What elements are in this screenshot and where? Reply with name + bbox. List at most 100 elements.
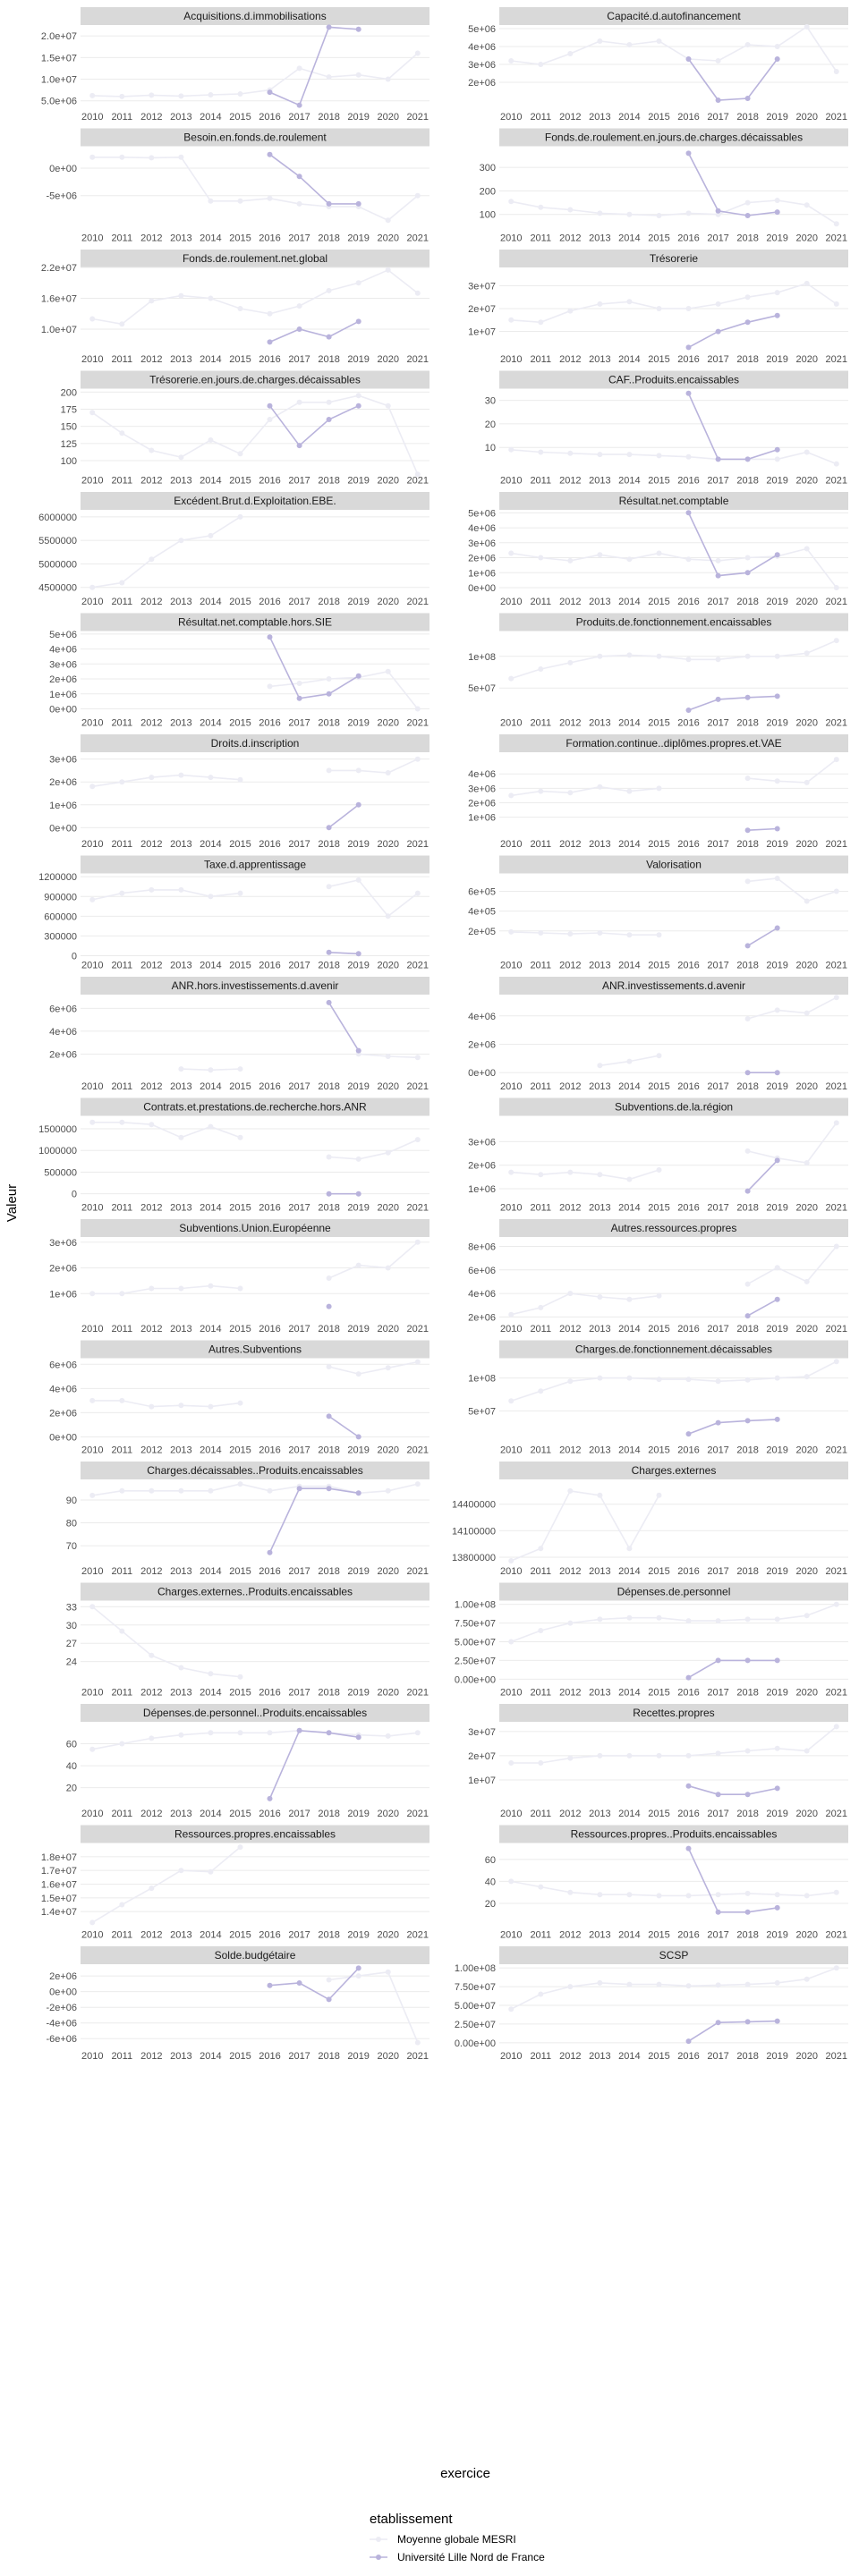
series-ulnf bbox=[267, 318, 361, 345]
facet-panel: CAF..Produits.encaissables 10 20 30 2010 2011… bbox=[485, 370, 848, 487]
data-point-mesri bbox=[89, 1492, 96, 1498]
x-tick-label: 2011 bbox=[111, 1324, 132, 1335]
data-point-mesri bbox=[715, 1618, 721, 1624]
x-tick-label: 2013 bbox=[170, 718, 191, 729]
y-tick-label: 500000 bbox=[44, 1167, 77, 1178]
x-tick-label: 2011 bbox=[111, 354, 132, 365]
x-tick-label: 2014 bbox=[618, 354, 640, 365]
y-tick-label: 3e+06 bbox=[468, 784, 496, 794]
data-point-mesri bbox=[355, 393, 361, 399]
x-tick-label: 2012 bbox=[140, 961, 162, 971]
data-point-mesri bbox=[89, 896, 96, 902]
data-point-ulnf bbox=[774, 1157, 780, 1164]
x-tick-label: 2019 bbox=[766, 1930, 787, 1941]
y-tick-label: 125 bbox=[61, 439, 77, 450]
facet-strip-title: Solde.budgétaire bbox=[215, 1949, 296, 1962]
x-tick-label: 2015 bbox=[229, 1081, 251, 1092]
x-tick-label: 2018 bbox=[736, 1081, 758, 1092]
x-tick-label: 2017 bbox=[288, 597, 310, 607]
y-tick-label: 0 bbox=[72, 952, 77, 962]
data-point-mesri bbox=[833, 221, 839, 227]
data-point-mesri bbox=[89, 1291, 96, 1297]
data-point-ulnf bbox=[355, 673, 361, 679]
series-line-ulnf bbox=[687, 393, 778, 461]
y-tick-label: 10 bbox=[485, 443, 496, 453]
x-tick-label: 2010 bbox=[81, 718, 103, 729]
series-mesri bbox=[89, 1359, 421, 1410]
y-tick-label: 3e+06 bbox=[468, 60, 496, 71]
data-point-mesri bbox=[804, 24, 810, 30]
x-tick-label: 2019 bbox=[347, 1930, 369, 1941]
data-point-mesri bbox=[656, 1053, 662, 1059]
x-tick-label: 2021 bbox=[407, 1566, 429, 1577]
data-point-mesri bbox=[178, 93, 184, 99]
x-tick-label: 2011 bbox=[111, 233, 132, 244]
x-tick-label: 2013 bbox=[170, 597, 191, 607]
data-point-mesri bbox=[267, 683, 273, 690]
x-tick-label: 2016 bbox=[677, 1930, 699, 1941]
x-tick-label: 2017 bbox=[707, 354, 728, 365]
facet-strip-title: Taxe.d.apprentissage bbox=[204, 859, 306, 871]
data-point-mesri bbox=[508, 446, 515, 453]
series-ulnf bbox=[685, 390, 780, 462]
x-tick-label: 2019 bbox=[347, 1081, 369, 1092]
facet-strip bbox=[499, 1462, 848, 1479]
x-tick-label: 2015 bbox=[648, 233, 669, 244]
data-point-mesri bbox=[385, 770, 391, 775]
x-tick-label: 2011 bbox=[111, 961, 132, 971]
series-line-mesri bbox=[747, 1122, 838, 1164]
facet-strip-title: Ressources.propres..Produits.encaissable… bbox=[571, 1828, 778, 1841]
x-tick-label: 2020 bbox=[377, 1324, 398, 1335]
x-tick-label: 2017 bbox=[707, 961, 728, 971]
x-tick-label: 2019 bbox=[766, 112, 787, 123]
x-tick-label: 2019 bbox=[347, 233, 369, 244]
data-point-mesri bbox=[508, 2006, 515, 2012]
y-tick-label: 5e+06 bbox=[468, 508, 496, 519]
x-tick-label: 2015 bbox=[648, 2051, 669, 2062]
series-line-ulnf bbox=[688, 314, 778, 349]
data-point-mesri bbox=[567, 1487, 574, 1494]
x-tick-label: 2010 bbox=[81, 1809, 103, 1819]
x-tick-label: 2021 bbox=[826, 839, 847, 850]
x-tick-label: 2018 bbox=[736, 112, 758, 123]
data-point-mesri bbox=[744, 1748, 751, 1754]
x-tick-label: 2020 bbox=[377, 1203, 398, 1214]
series-line-mesri bbox=[328, 758, 419, 774]
x-tick-label: 2010 bbox=[81, 233, 103, 244]
x-tick-label: 2019 bbox=[347, 1203, 369, 1214]
x-tick-label: 2014 bbox=[618, 112, 640, 123]
data-point-mesri bbox=[414, 706, 421, 712]
x-tick-label: 2012 bbox=[559, 233, 581, 244]
data-point-ulnf bbox=[685, 150, 692, 157]
x-tick-label: 2011 bbox=[111, 1203, 132, 1214]
data-point-mesri bbox=[597, 1616, 603, 1623]
series-mesri bbox=[508, 446, 839, 467]
data-point-mesri bbox=[237, 1481, 243, 1487]
x-tick-label: 2014 bbox=[618, 1688, 640, 1699]
data-point-mesri bbox=[656, 38, 662, 44]
facet-strip-title: Valorisation bbox=[646, 859, 702, 871]
x-tick-label: 2020 bbox=[377, 2051, 398, 2062]
data-point-mesri bbox=[149, 1652, 155, 1658]
x-tick-label: 2019 bbox=[347, 1566, 369, 1577]
x-tick-label: 2014 bbox=[618, 1809, 640, 1819]
y-tick-label: 2e+06 bbox=[49, 1971, 77, 1982]
x-tick-label: 2018 bbox=[736, 354, 758, 365]
x-tick-label: 2015 bbox=[229, 1809, 251, 1819]
facet-strip-title: Dépenses.de.personnel..Produits.encaissa… bbox=[143, 1707, 367, 1719]
series-line-mesri bbox=[91, 394, 419, 475]
x-tick-label: 2016 bbox=[259, 1566, 280, 1577]
data-point-mesri bbox=[508, 1760, 515, 1766]
data-point-mesri bbox=[833, 638, 839, 644]
data-point-ulnf bbox=[774, 1904, 780, 1911]
data-point-mesri bbox=[178, 454, 184, 461]
y-tick-label: 1500000 bbox=[38, 1124, 77, 1135]
data-point-mesri bbox=[237, 1674, 243, 1680]
x-tick-label: 2021 bbox=[407, 476, 429, 487]
x-tick-label: 2011 bbox=[111, 112, 132, 123]
series-line-mesri bbox=[92, 889, 241, 901]
series-line-mesri bbox=[510, 1603, 838, 1643]
y-tick-label: 600000 bbox=[44, 911, 77, 922]
data-point-mesri bbox=[508, 1878, 515, 1885]
x-tick-label: 2012 bbox=[559, 1809, 581, 1819]
